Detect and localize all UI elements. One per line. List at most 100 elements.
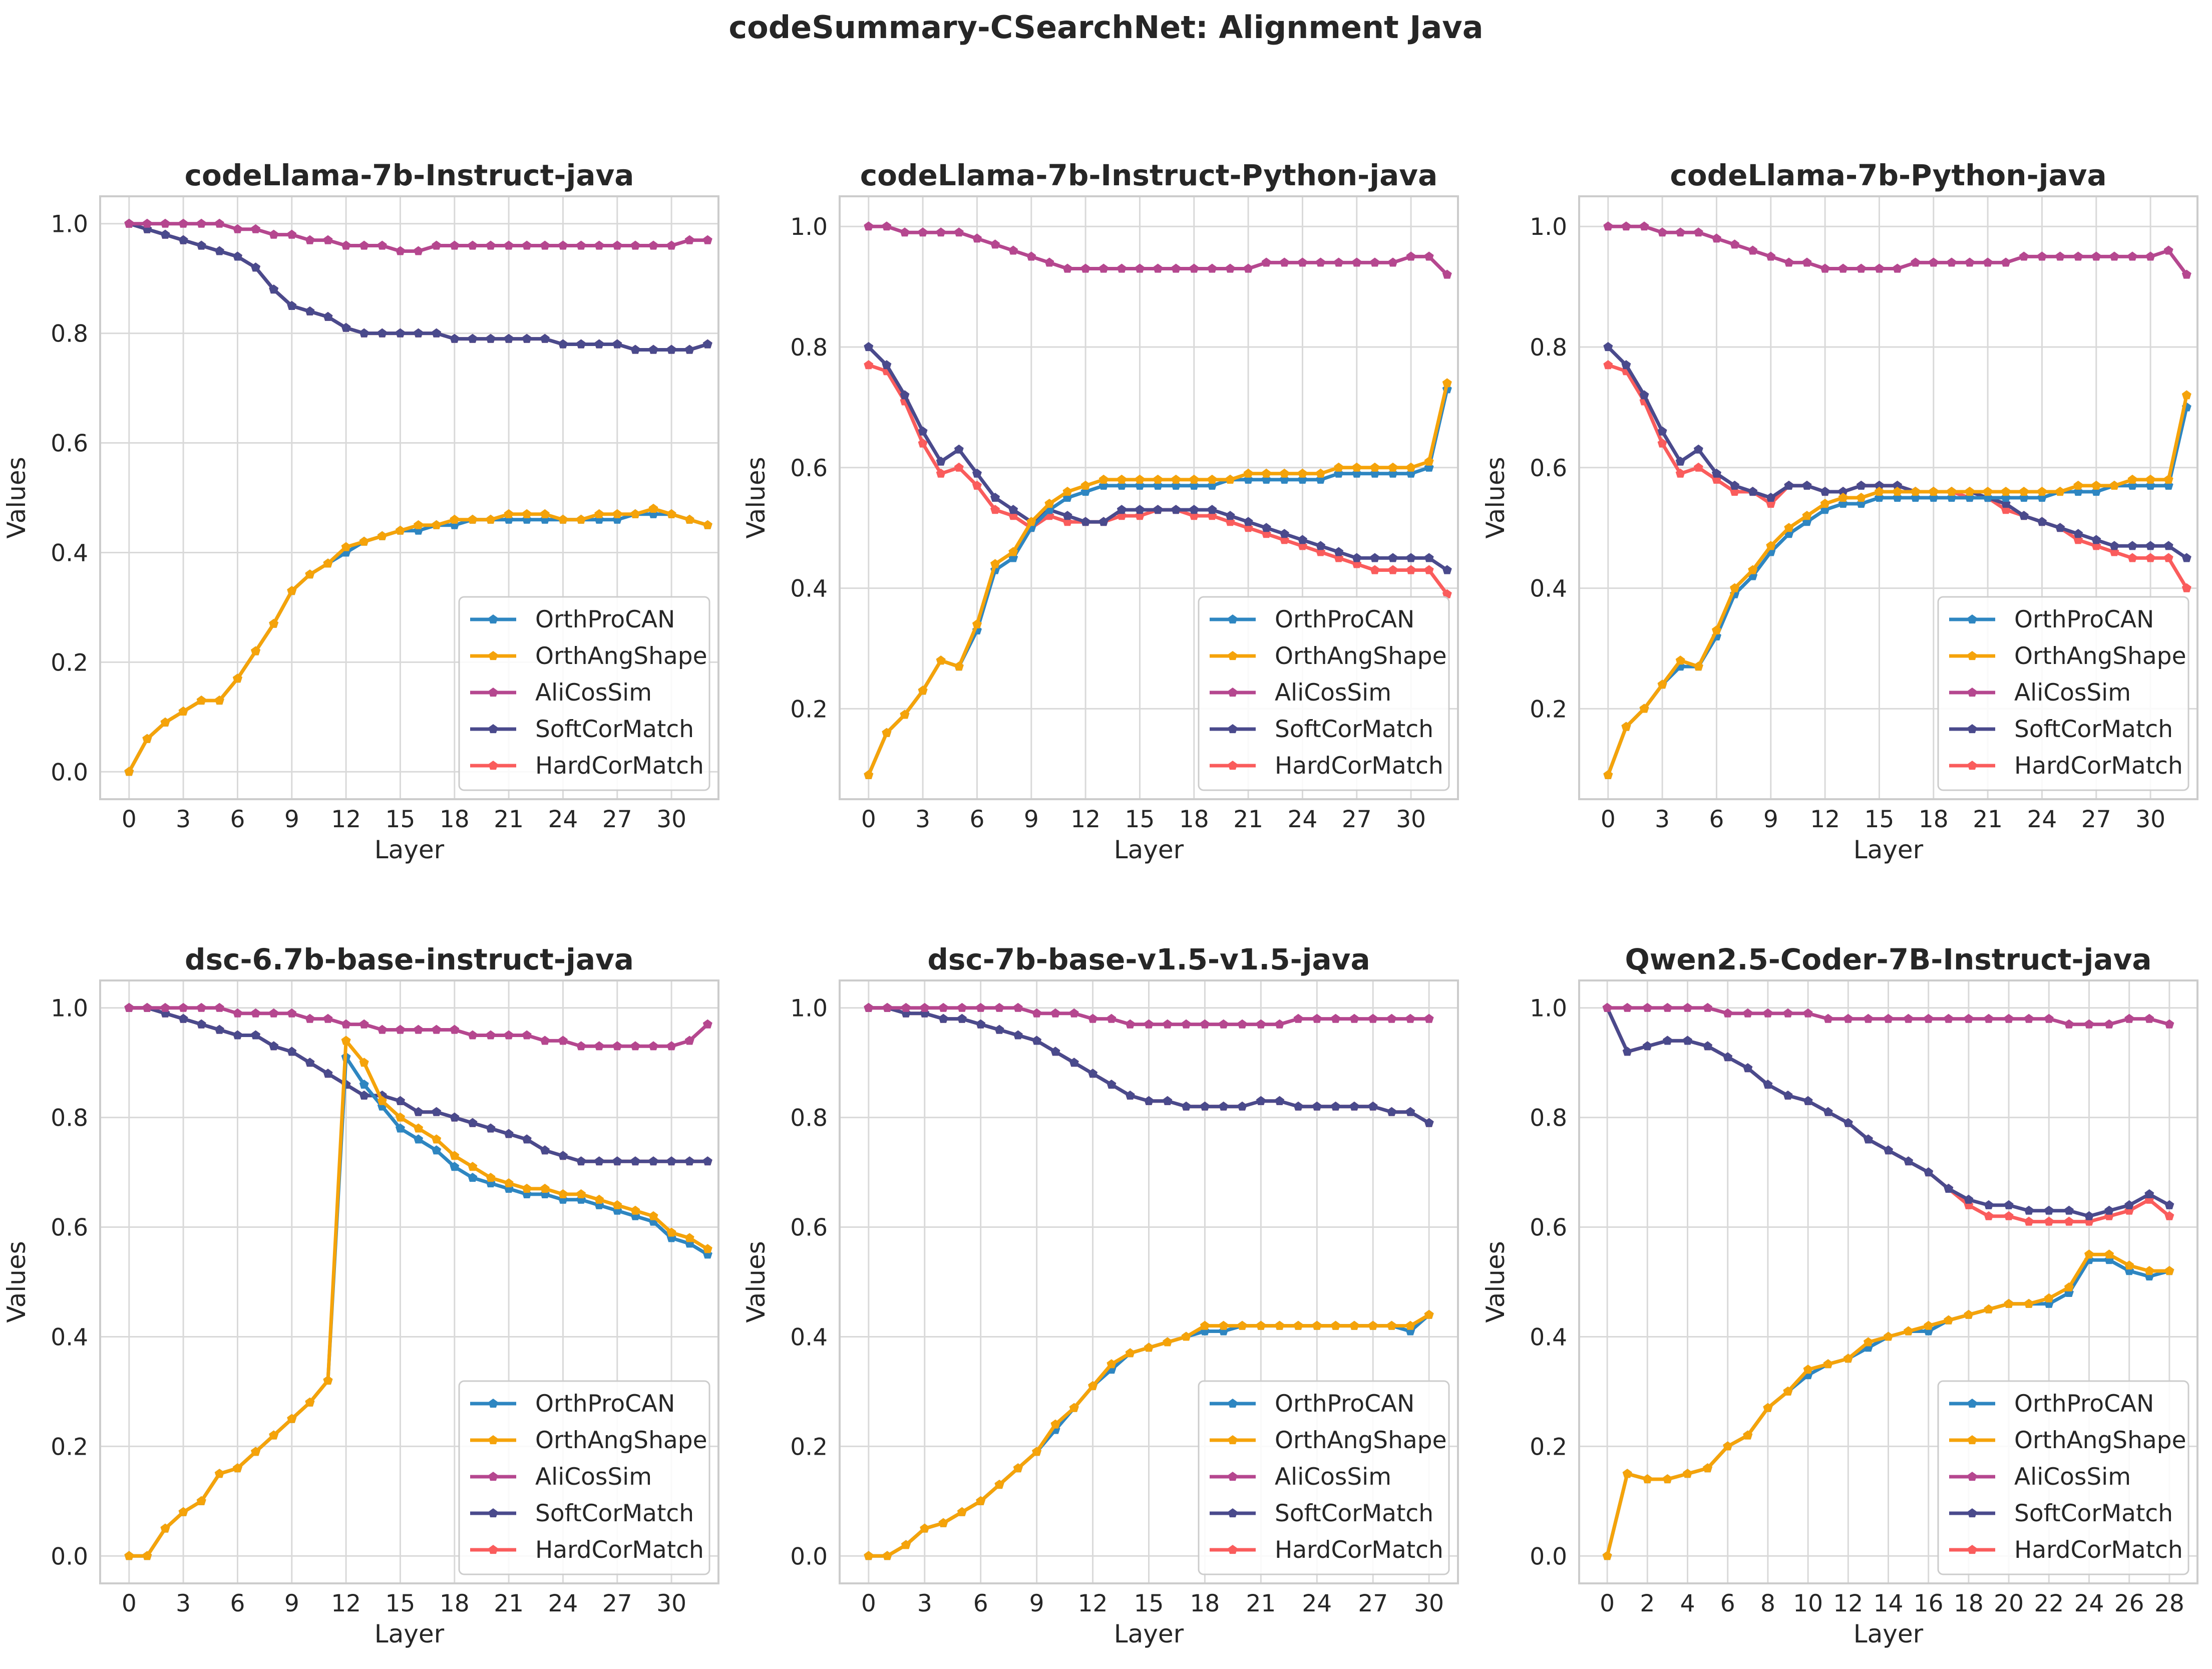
- data-point-AliCosSim: [1743, 1008, 1753, 1018]
- data-point-SoftCorMatch: [395, 328, 405, 338]
- data-point-OrthAngShape: [1200, 1320, 1210, 1330]
- data-point-OrthProCAN: [414, 1134, 424, 1144]
- data-point-AliCosSim: [395, 1025, 405, 1034]
- x-axis-label: Layer: [1854, 1619, 1924, 1648]
- data-point-AliCosSim: [2019, 251, 2029, 261]
- x-tick-label: 30: [2135, 806, 2165, 833]
- data-point-OrthAngShape: [1639, 704, 1649, 713]
- data-point-HardCorMatch: [1984, 1211, 1994, 1220]
- data-point-SoftCorMatch: [1766, 493, 1776, 502]
- data-point-AliCosSim: [1171, 263, 1181, 273]
- data-point-OrthProCAN: [395, 1123, 405, 1133]
- subplot-1: 0 3 6 9 12 15 18 21 24 27 30 0.0 0.2 0.4 0.6 0.8 1.0 code…: [2, 158, 719, 864]
- legend-label: OrthProCAN: [1275, 606, 1414, 633]
- x-tick-label: 8: [1760, 1590, 1775, 1617]
- data-point-SoftCorMatch: [1657, 426, 1667, 436]
- x-tick-label: 21: [494, 1590, 524, 1617]
- data-point-SoftCorMatch: [1153, 505, 1163, 514]
- data-point-AliCosSim: [540, 1036, 550, 1045]
- data-point-SoftCorMatch: [1368, 1101, 1378, 1111]
- legend-label: HardCorMatch: [535, 752, 704, 780]
- legend-box: [458, 596, 710, 791]
- data-point-OrthAngShape: [864, 770, 874, 779]
- data-point-SoftCorMatch: [702, 339, 712, 349]
- data-point-OrthAngShape: [1349, 1320, 1359, 1330]
- data-point-AliCosSim: [1125, 1019, 1135, 1029]
- data-point-HardCorMatch: [1693, 462, 1703, 472]
- data-point-SoftCorMatch: [1331, 1101, 1341, 1111]
- y-tick-label: 0.4: [1530, 1323, 1567, 1351]
- data-point-SoftCorMatch: [1683, 1036, 1692, 1045]
- data-point-AliCosSim: [1370, 257, 1380, 267]
- data-point-SoftCorMatch: [450, 1112, 460, 1122]
- data-point-OrthAngShape: [2127, 474, 2137, 484]
- data-point-AliCosSim: [1820, 263, 1830, 273]
- data-point-SoftCorMatch: [305, 306, 315, 315]
- data-point-SoftCorMatch: [522, 1134, 532, 1144]
- data-point-SoftCorMatch: [666, 345, 676, 354]
- x-tick-label: 4: [1680, 1590, 1695, 1617]
- data-point-SoftCorMatch: [504, 333, 514, 343]
- data-point-OrthAngShape: [432, 520, 442, 529]
- data-point-AliCosSim: [214, 1003, 224, 1012]
- data-point-AliCosSim: [1098, 263, 1109, 273]
- data-point-HardCorMatch: [2163, 553, 2173, 562]
- legend-swatch-marker: [1228, 724, 1238, 734]
- data-point-OrthAngShape: [1723, 1441, 1733, 1451]
- data-point-OrthAngShape: [1884, 1331, 1893, 1341]
- data-point-HardCorMatch: [1370, 565, 1380, 574]
- data-point-SoftCorMatch: [2145, 541, 2155, 550]
- data-point-SoftCorMatch: [1944, 1183, 1954, 1193]
- data-point-OrthAngShape: [1424, 456, 1434, 466]
- data-point-AliCosSim: [1603, 221, 1613, 231]
- data-point-OrthAngShape: [1621, 722, 1631, 731]
- data-point-OrthAngShape: [1279, 468, 1289, 478]
- data-point-AliCosSim: [2001, 257, 2011, 267]
- data-point-SoftCorMatch: [2124, 1200, 2134, 1209]
- data-point-SoftCorMatch: [1219, 1101, 1229, 1111]
- data-point-OrthAngShape: [2024, 1298, 2034, 1308]
- data-point-OrthAngShape: [323, 558, 333, 568]
- data-point-SoftCorMatch: [938, 1014, 948, 1023]
- data-point-AliCosSim: [196, 1003, 206, 1012]
- data-point-AliCosSim: [1683, 1003, 1692, 1012]
- data-point-AliCosSim: [1803, 1008, 1813, 1018]
- y-tick-label: 0.6: [1530, 455, 1567, 482]
- x-tick-label: 27: [602, 1590, 632, 1617]
- data-point-OrthAngShape: [504, 1178, 514, 1188]
- data-point-SoftCorMatch: [558, 339, 568, 349]
- x-tick-label: 15: [386, 806, 416, 833]
- data-point-AliCosSim: [1944, 1014, 1954, 1023]
- x-tick-label: 10: [1793, 1590, 1823, 1617]
- data-point-OrthAngShape: [2004, 1298, 2014, 1308]
- data-point-OrthAngShape: [1703, 1463, 1713, 1473]
- data-point-SoftCorMatch: [468, 333, 478, 343]
- x-tick-label: 6: [230, 806, 245, 833]
- data-point-OrthAngShape: [920, 1523, 930, 1533]
- data-point-AliCosSim: [124, 218, 134, 228]
- data-point-HardCorMatch: [1388, 565, 1398, 574]
- x-tick-label: 3: [1655, 806, 1670, 833]
- data-point-SoftCorMatch: [1784, 480, 1794, 490]
- data-point-OrthAngShape: [1442, 378, 1452, 388]
- legend-label: OrthAngShape: [1275, 642, 1446, 670]
- data-point-SoftCorMatch: [1622, 1047, 1632, 1056]
- data-point-AliCosSim: [1965, 257, 1975, 267]
- data-point-SoftCorMatch: [1349, 1101, 1359, 1111]
- data-point-OrthAngShape: [1312, 1320, 1322, 1330]
- data-point-AliCosSim: [702, 235, 712, 244]
- data-point-AliCosSim: [2024, 1014, 2034, 1023]
- x-axis-label: Layer: [1114, 835, 1184, 864]
- data-point-AliCosSim: [1349, 1014, 1359, 1023]
- data-point-AliCosSim: [1763, 1008, 1773, 1018]
- data-point-SoftCorMatch: [359, 1090, 369, 1100]
- data-point-OrthAngShape: [468, 514, 478, 524]
- data-point-AliCosSim: [1784, 257, 1794, 267]
- y-tick-label: 0.0: [1530, 1543, 1567, 1570]
- data-point-AliCosSim: [558, 1036, 568, 1045]
- data-point-OrthAngShape: [936, 655, 946, 665]
- data-point-SoftCorMatch: [594, 339, 604, 349]
- legend-item-SoftCorMatch: SoftCorMatch: [1949, 716, 2173, 743]
- x-tick-label: 9: [284, 1590, 299, 1617]
- x-tick-label: 12: [1810, 806, 1840, 833]
